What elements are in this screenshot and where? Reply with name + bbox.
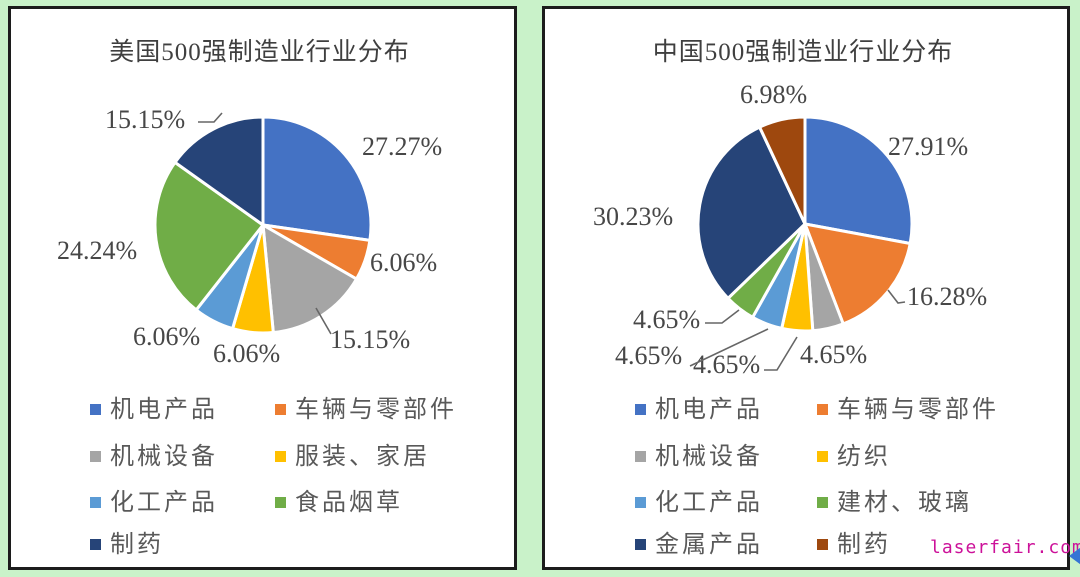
- legend-swatch-icon: [90, 404, 101, 415]
- us-chart-panel: 美国500强制造业行业分布 27.27% 6.06% 15.15% 6.06% 6.06…: [8, 6, 517, 570]
- pie-percent-label: 4.65%: [633, 305, 700, 334]
- watermark: laserfair.com: [930, 537, 1080, 558]
- legend-swatch-icon: [635, 451, 646, 462]
- label-leader-line: [887, 289, 906, 304]
- legend-label: 机电产品: [655, 397, 763, 423]
- pie-percent-label: 6.06%: [133, 322, 200, 351]
- legend-label: 机械设备: [655, 444, 763, 470]
- legend-swatch-icon: [817, 539, 828, 550]
- china-chart-panel: 中国500强制造业行业分布 27.91% 16.28% 4.65% 4.65% 4.65…: [542, 6, 1070, 570]
- legend-swatch-icon: [90, 539, 101, 550]
- pie-percent-label: 6.06%: [213, 339, 280, 368]
- legend-label: 食品烟草: [295, 490, 403, 516]
- legend-swatch-icon: [817, 451, 828, 462]
- legend-label: 化工产品: [655, 490, 763, 516]
- legend-swatch-icon: [90, 451, 101, 462]
- legend-item: 建材、玻璃: [817, 490, 972, 516]
- legend-label: 建材、玻璃: [837, 490, 972, 516]
- legend-item: 机械设备: [90, 444, 218, 470]
- pie-percent-label: 24.24%: [57, 236, 137, 265]
- pie-percent-label: 4.65%: [800, 340, 867, 369]
- legend-label: 机械设备: [110, 444, 218, 470]
- legend-item: 车辆与零部件: [275, 397, 457, 423]
- label-leader-line: [689, 328, 769, 367]
- pie-percent-label: 27.27%: [362, 132, 442, 161]
- legend-item: 纺织: [817, 444, 891, 470]
- legend-label: 机电产品: [110, 397, 218, 423]
- legend-item: 化工产品: [635, 490, 763, 516]
- pie-slice-7: [758, 115, 807, 226]
- label-leader-line: [764, 336, 798, 371]
- pie-percent-label: 27.91%: [888, 132, 968, 161]
- legend-item: 机电产品: [90, 397, 218, 423]
- legend-label: 金属产品: [655, 532, 763, 558]
- label-leader-line: [705, 309, 740, 324]
- legend-label: 化工产品: [110, 490, 218, 516]
- legend-label: 车辆与零部件: [295, 397, 457, 423]
- legend-swatch-icon: [635, 539, 646, 550]
- legend-swatch-icon: [275, 404, 286, 415]
- pie-percent-label: 4.65%: [693, 350, 760, 379]
- pie-percent-label: 30.23%: [593, 202, 673, 231]
- legend-swatch-icon: [635, 404, 646, 415]
- legend-item: 服装、家居: [275, 444, 430, 470]
- chart-title-china: 中国500强制造业行业分布: [652, 39, 954, 66]
- china-chart-layer: 中国500强制造业行业分布 27.91% 16.28% 4.65% 4.65% 4.65…: [542, 6, 1064, 570]
- pie-slice-1: [803, 222, 912, 326]
- legend-label: 车辆与零部件: [837, 397, 999, 423]
- legend-item: 制药: [817, 532, 891, 558]
- legend-item: 金属产品: [635, 532, 763, 558]
- legend-swatch-icon: [817, 404, 828, 415]
- pie-slice-5: [153, 160, 265, 312]
- pie-percent-label: 16.28%: [907, 282, 987, 311]
- legend-label: 制药: [110, 532, 164, 558]
- us-chart-layer: 美国500强制造业行业分布 27.27% 6.06% 15.15% 6.06% 6.06…: [8, 6, 511, 570]
- label-leader-line: [315, 307, 332, 335]
- left-arrow-icon[interactable]: [1069, 545, 1080, 567]
- pie-percent-label: 15.15%: [105, 105, 185, 134]
- legend-item: 制药: [90, 532, 164, 558]
- pie-percent-label: 4.65%: [615, 341, 682, 370]
- legend-label: 制药: [837, 532, 891, 558]
- legend-swatch-icon: [90, 497, 101, 508]
- pie-slice-0: [803, 115, 914, 245]
- pie-slice-6: [173, 115, 265, 227]
- pie-percent-label: 15.15%: [330, 325, 410, 354]
- legend-item: 机械设备: [635, 444, 763, 470]
- legend-item: 车辆与零部件: [817, 397, 999, 423]
- legend-label: 服装、家居: [295, 444, 430, 470]
- legend-swatch-icon: [275, 451, 286, 462]
- chart-title-us: 美国500强制造业行业分布: [109, 39, 410, 66]
- legend-item: 机电产品: [635, 397, 763, 423]
- us-pie-chart: 27.27% 6.06% 15.15% 6.06% 6.06% 24.24% 15.15%: [57, 105, 442, 368]
- legend-item: 食品烟草: [275, 490, 403, 516]
- legend-swatch-icon: [817, 497, 828, 508]
- label-leader-line: [198, 112, 223, 123]
- legend-label: 纺织: [837, 444, 891, 470]
- legend-swatch-icon: [275, 497, 286, 508]
- pie-percent-label: 6.98%: [740, 80, 807, 109]
- pie-slice-0: [261, 115, 373, 242]
- pie-percent-label: 6.06%: [370, 248, 437, 277]
- china-pie-chart: 27.91% 16.28% 4.65% 4.65% 4.65% 4.65% 30.23% 6.…: [593, 80, 987, 379]
- legend-swatch-icon: [635, 497, 646, 508]
- legend-item: 化工产品: [90, 490, 218, 516]
